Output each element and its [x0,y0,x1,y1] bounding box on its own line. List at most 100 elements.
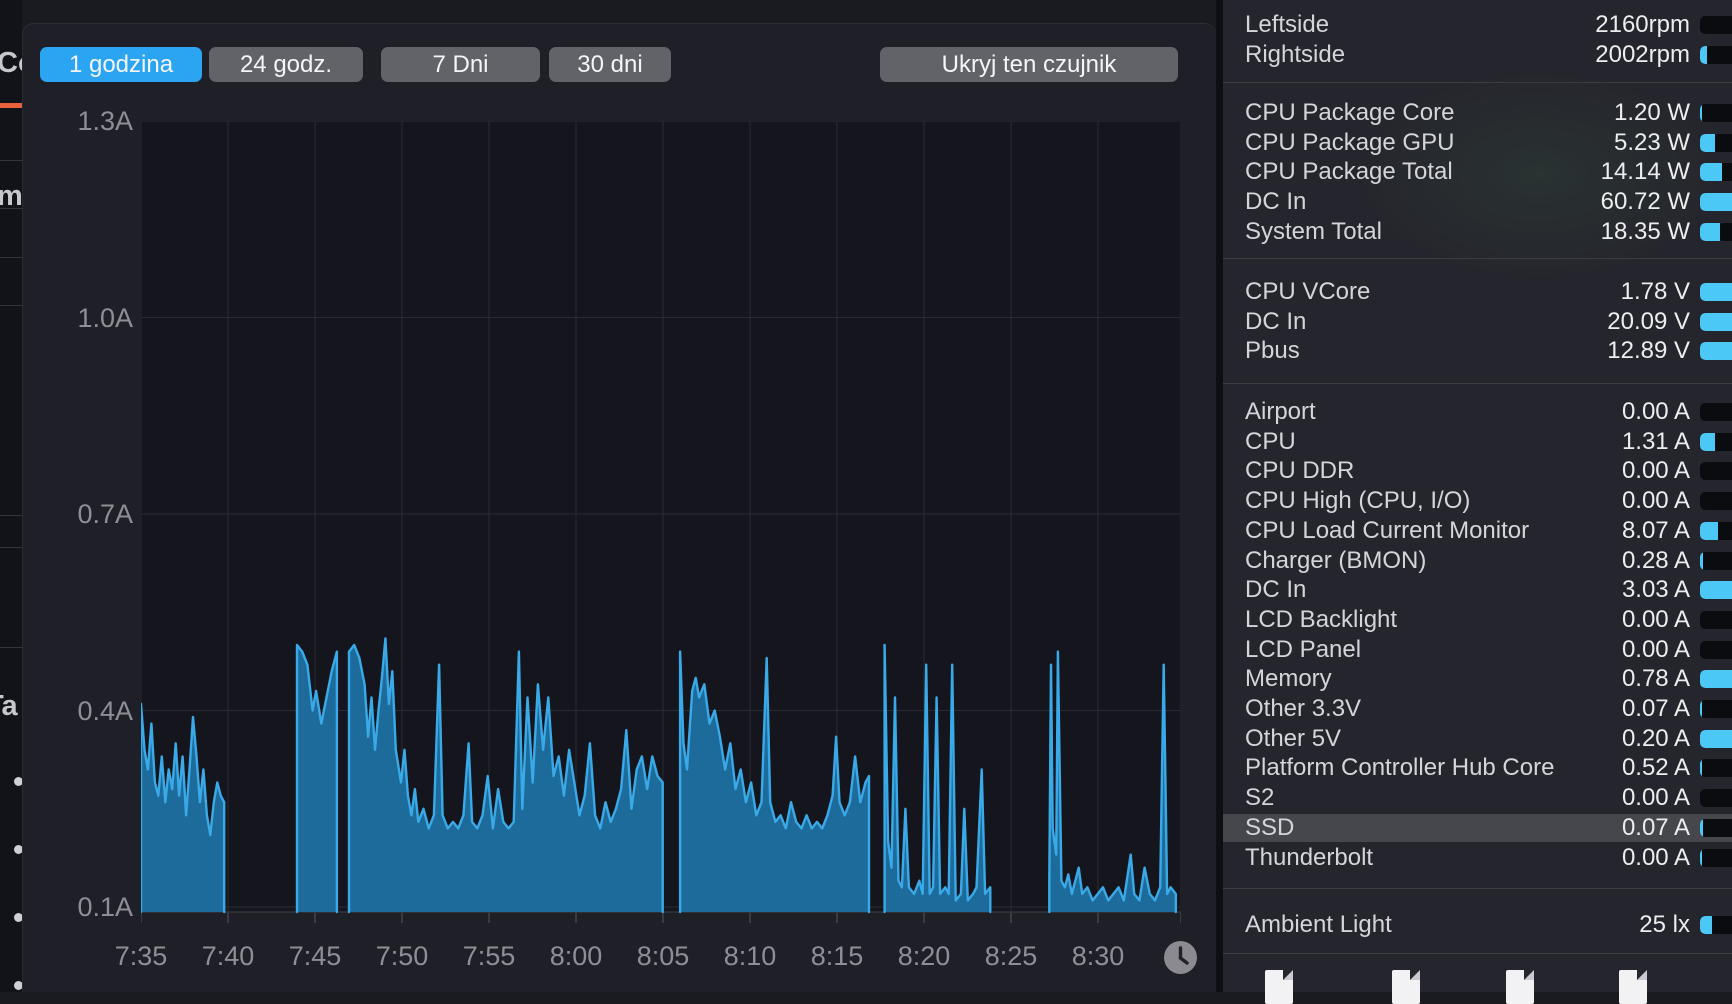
sensor-value: 0.00 A [1621,398,1690,425]
sensor-row-cpu-vcore[interactable]: CPU VCore 1.78 V [1223,278,1732,306]
range-button-24-godz-[interactable]: 24 godz. [209,47,363,82]
x-axis-tick-label: 8:30 [1071,941,1125,971]
sensor-label: Other 3.3V [1245,695,1362,722]
sensor-row-cpu[interactable]: CPU 1.31 A [1223,428,1732,456]
sensor-label: CPU [1245,427,1296,455]
sensor-value: 0.00 A [1621,487,1690,515]
sensor-row-thunderbolt[interactable]: Thunderbolt 0.00 A [1223,844,1732,872]
x-axis-tick-label: 8:05 [636,941,690,971]
sensor-level-bar-fill [1700,521,1718,540]
sensor-level-bar-fill [1700,700,1702,718]
sensor-level-bar-fill [1700,432,1715,451]
x-axis-tick-label: 8:10 [723,941,777,971]
document-file-icon[interactable] [1506,970,1534,1004]
chart-area-fill [297,645,337,912]
x-axis-tick-label: 8:00 [549,941,603,971]
sensor-row-other-3-3v[interactable]: Other 3.3V 0.07 A [1223,695,1732,723]
chart-line [141,702,226,914]
current-history-chart[interactable] [141,121,1181,927]
sensor-label: LCD Backlight [1245,605,1398,633]
sensor-level-bar-fill [1700,670,1732,689]
sensor-value: 0.28 A [1621,546,1690,574]
range-button-30-dni[interactable]: 30 dni [549,47,671,82]
sensor-row-ssd[interactable]: SSD 0.07 A [1223,813,1732,842]
x-axis-tick-label: 7:50 [375,941,429,971]
sensor-row-system-total[interactable]: System Total 18.35 W [1223,218,1732,246]
sensor-label: SSD [1245,813,1295,841]
sensor-row-s2[interactable]: S2 0.00 A [1223,784,1732,812]
sensor-row-leftside[interactable]: Leftside 2160rpm [1223,11,1732,39]
sensor-row-cpu-high-cpu-i-o-[interactable]: CPU High (CPU, I/O) 0.00 A [1223,487,1732,515]
sensor-label: Rightside [1245,40,1346,68]
sensor-level-bar [1700,551,1732,570]
sensor-level-bar [1700,759,1732,778]
range-button-7-dni[interactable]: 7 Dni [381,47,540,82]
sensor-value: 0.00 A [1621,605,1690,633]
sensor-value: 0.07 A [1621,813,1690,841]
sensor-row-airport[interactable]: Airport 0.00 A [1223,398,1732,426]
sidebar-separator [1223,258,1732,259]
sensor-row-dc-in[interactable]: DC In 60.72 W [1223,188,1732,216]
sidebar-separator [1223,383,1732,384]
y-axis-tick-label: 0.4A [77,695,133,726]
sensor-label: Charger (BMON) [1245,546,1427,574]
sensor-level-bar [1700,492,1732,511]
document-file-icon[interactable] [1392,970,1420,1004]
chart-line [1048,650,1177,914]
sensor-label: DC In [1245,307,1307,335]
sensor-label: Ambient Light [1245,911,1392,938]
sensor-row-rightside[interactable]: Rightside 2002rpm [1223,41,1732,69]
sensor-row-platform-controller-hub-core[interactable]: Platform Controller Hub Core 0.52 A [1223,754,1732,782]
sensor-level-bar-fill [1700,163,1722,182]
hide-sensor-button[interactable]: Ukryj ten czujnik [880,47,1178,82]
x-axis-tick-label: 7:40 [201,941,255,971]
sensor-value: 0.07 A [1621,695,1690,722]
sensor-level-bar [1700,133,1732,152]
history-clock-icon[interactable] [1164,941,1197,974]
sensor-row-cpu-package-core[interactable]: CPU Package Core 1.20 W [1223,99,1732,127]
sensor-level-bar [1700,581,1732,600]
background-separator [0,647,22,648]
sensor-row-lcd-backlight[interactable]: LCD Backlight 0.00 A [1223,606,1732,634]
sensor-level-bar [1700,640,1732,659]
sensor-label: CPU Load Current Monitor [1245,516,1530,544]
sensor-label: Memory [1245,665,1332,693]
sensor-level-bar-fill [1700,312,1732,331]
sensor-level-bar [1700,700,1732,718]
sensor-level-bar-fill [1700,818,1703,837]
sensor-label: CPU Package Total [1245,158,1453,186]
sensor-value: 0.52 A [1621,754,1690,782]
sensor-level-bar [1700,789,1732,808]
document-file-icon[interactable] [1619,970,1647,1004]
y-axis-tick-label: 1.3A [77,106,133,136]
sensor-label: CPU Package GPU [1245,128,1455,156]
sensor-level-bar [1700,610,1732,629]
sensor-row-cpu-package-total[interactable]: CPU Package Total 14.14 W [1223,158,1732,186]
sensor-row-cpu-ddr[interactable]: CPU DDR 0.00 A [1223,457,1732,485]
sensor-value: 1.78 V [1620,278,1690,305]
sensor-row-cpu-load-current-monitor[interactable]: CPU Load Current Monitor 8.07 A [1223,517,1732,545]
sensor-row-lcd-panel[interactable]: LCD Panel 0.00 A [1223,636,1732,664]
sensor-row-ambient-light[interactable]: Ambient Light 25 lx [1223,911,1732,939]
sensor-row-dc-in[interactable]: DC In 20.09 V [1223,308,1732,336]
sensor-value: 0.00 A [1621,635,1690,663]
sensor-row-pbus[interactable]: Pbus 12.89 V [1223,337,1732,365]
sensor-list-sidebar: Leftside 2160rpm Rightside 2002rpm CPU Packa… [1223,0,1732,1004]
sensor-row-memory[interactable]: Memory 0.78 A [1223,665,1732,693]
sensor-level-bar [1700,462,1732,481]
background-separator [0,160,22,161]
sensor-row-cpu-package-gpu[interactable]: CPU Package GPU 5.23 W [1223,129,1732,157]
range-button-1-godzina[interactable]: 1 godzina [40,47,202,82]
sensor-row-other-5v[interactable]: Other 5V 0.20 A [1223,725,1732,753]
sensor-row-charger-bmon-[interactable]: Charger (BMON) 0.28 A [1223,547,1732,575]
sensor-level-bar [1700,916,1732,934]
sensor-row-dc-in[interactable]: DC In 3.03 A [1223,576,1732,604]
sensor-label: CPU VCore [1245,278,1371,305]
sensor-level-bar-fill [1700,104,1702,122]
sensor-level-bar-fill [1700,916,1712,934]
sensor-level-bar-fill [1700,283,1732,301]
sensor-level-bar-fill [1700,133,1715,152]
sidebar-separator [1223,888,1732,889]
document-file-icon[interactable] [1265,970,1293,1004]
